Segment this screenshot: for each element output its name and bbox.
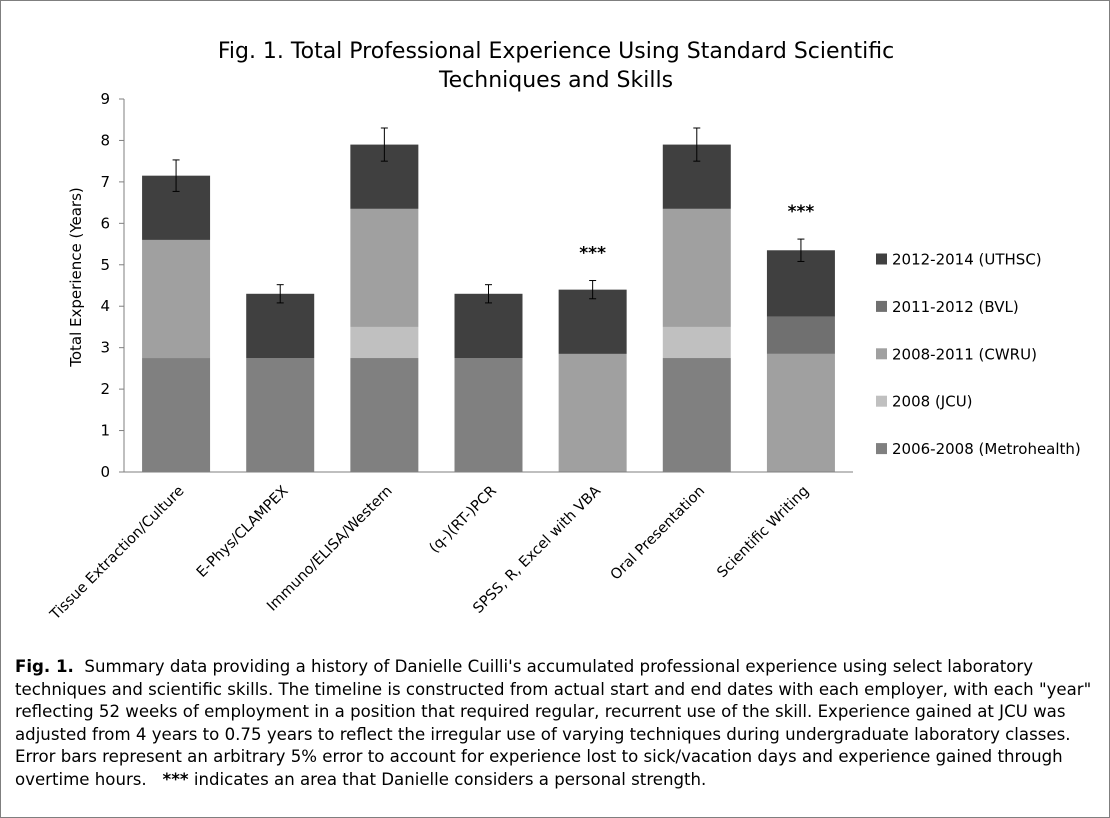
error-bar-5 <box>589 280 597 300</box>
y-axis-label: Total Experience (Years) <box>67 187 85 368</box>
stacked-bar-chart: Fig. 1. Total Professional Experience Us… <box>47 39 1081 624</box>
annotations-group: *** *** <box>579 202 814 263</box>
category-label-3: Immuno/ELISA/Western <box>264 483 395 614</box>
bar-segment-3-3 <box>350 208 419 327</box>
strength-annotation-7: *** <box>788 202 815 222</box>
y-tick-label-6: 6 <box>100 214 110 232</box>
y-tick-label-9: 9 <box>100 90 110 108</box>
caption-text: Summary data providing a history of Dani… <box>15 657 1092 789</box>
legend: 2012-2014 (UTHSC) 2011-2012 (BVL) 2008-201… <box>876 251 1081 458</box>
legend-swatch-2 <box>876 300 887 312</box>
y-tick-label-2: 2 <box>100 380 110 398</box>
bar-segment-6-3 <box>662 208 731 327</box>
category-label-2: E-Phys/CLAMPEX <box>194 483 292 581</box>
legend-label-5: 2006-2008 (Metrohealth) <box>892 440 1081 458</box>
strength-annotation-5: *** <box>579 244 606 264</box>
bar-segment-3-2 <box>350 326 419 359</box>
bar-segment-5-3 <box>558 353 627 472</box>
chart-title-line1: Fig. 1. Total Professional Experience Us… <box>218 39 894 64</box>
bar-segment-4-5 <box>454 293 523 359</box>
y-tick-label-4: 4 <box>100 297 110 315</box>
bar-segment-3-1 <box>350 358 419 472</box>
legend-label-3: 2008-2011 (CWRU) <box>892 345 1037 363</box>
y-tick-label-0: 0 <box>100 463 110 481</box>
y-ticks-group: 0 1 2 3 4 5 6 7 8 9 <box>100 90 124 481</box>
error-bar-1 <box>172 159 180 192</box>
bar-segment-6-2 <box>662 326 731 359</box>
legend-label-1: 2012-2014 (UTHSC) <box>892 251 1042 269</box>
bars-group <box>142 144 835 472</box>
caption-stars-text: indicates an area that Danielle consider… <box>193 769 707 789</box>
y-tick-label-3: 3 <box>100 339 110 357</box>
bar-segment-7-4 <box>766 316 835 354</box>
bar-segment-5-5 <box>558 289 627 354</box>
bar-segment-7-3 <box>766 353 835 472</box>
bar-segment-4-1 <box>454 358 523 472</box>
error-bar-4 <box>485 284 492 304</box>
figure-caption: Fig. 1. Summary data providing a history… <box>15 656 1101 792</box>
error-bar-2 <box>276 284 284 304</box>
category-label-7: Scientific Writing <box>714 483 812 581</box>
category-labels-group: Tissue Extraction/Culture E-Phys/CLAMPEXI… <box>47 483 813 624</box>
error-bars-group <box>172 127 805 304</box>
caption-label: Fig. 1. <box>15 657 74 676</box>
error-bar-3 <box>380 127 388 162</box>
axes-group <box>123 99 853 473</box>
error-bar-7 <box>797 238 805 262</box>
y-tick-label-8: 8 <box>100 131 110 149</box>
bar-segment-1-3 <box>142 239 211 359</box>
legend-swatch-1 <box>876 253 887 265</box>
bar-segment-6-1 <box>662 358 731 472</box>
y-tick-label-1: 1 <box>100 422 110 440</box>
caption-stars: *** <box>162 769 189 789</box>
legend-swatch-3 <box>876 348 887 360</box>
chart-title-line2: Techniques and Skills <box>438 68 673 93</box>
error-bar-6 <box>693 127 701 162</box>
bar-segment-2-1 <box>246 358 315 472</box>
legend-label-4: 2008 (JCU) <box>892 393 973 411</box>
y-tick-label-7: 7 <box>100 173 110 191</box>
bar-segment-1-1 <box>142 358 211 472</box>
y-tick-label-5: 5 <box>100 256 110 274</box>
category-label-1: Tissue Extraction/Culture <box>47 483 188 624</box>
category-label-6: Oral Presentation <box>608 483 708 583</box>
legend-swatch-5 <box>876 443 887 455</box>
legend-label-2: 2011-2012 (BVL) <box>892 298 1019 316</box>
legend-swatch-4 <box>876 395 887 407</box>
category-label-4: (q-)(RT-)PCR <box>427 483 500 556</box>
bar-segment-2-5 <box>246 293 315 359</box>
